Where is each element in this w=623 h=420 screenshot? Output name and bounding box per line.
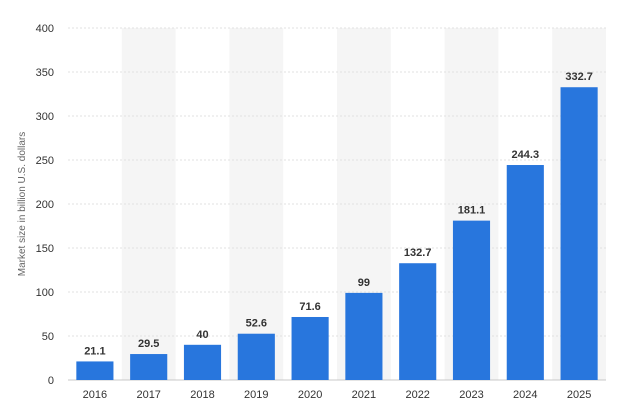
bars	[76, 87, 598, 380]
y-tick-label: 150	[36, 243, 54, 255]
data-label: 181.1	[458, 205, 486, 217]
y-tick-label: 400	[36, 23, 54, 35]
bar[interactable]	[506, 165, 544, 380]
data-labels: 21.1 29.5 40 52.6 71.6 99 132.7 181.1 244.3 332.7	[84, 71, 593, 357]
data-label: 71.6	[299, 301, 320, 313]
x-axis-ticks: 2016 2017 2018 2019 2020 2021 2022 2023 2024 2025	[83, 389, 592, 401]
data-label: 132.7	[404, 247, 432, 259]
y-tick-label: 100	[36, 287, 54, 299]
x-tick-label: 2016	[83, 389, 107, 401]
data-label: 52.6	[246, 318, 267, 330]
bar[interactable]	[76, 361, 114, 380]
x-tick-label: 2020	[298, 389, 322, 401]
bar[interactable]	[130, 354, 168, 380]
data-label: 21.1	[84, 345, 105, 357]
x-tick-label: 2022	[405, 389, 429, 401]
data-label: 29.5	[138, 338, 159, 350]
bar[interactable]	[560, 87, 598, 380]
x-tick-label: 2024	[513, 389, 537, 401]
data-label: 40	[196, 329, 208, 341]
bar[interactable]	[183, 344, 222, 380]
bar[interactable]	[237, 333, 275, 380]
x-tick-label: 2018	[190, 389, 214, 401]
x-tick-label: 2025	[567, 389, 591, 401]
y-tick-label: 200	[36, 199, 54, 211]
y-axis-ticks: 0 50 100 150 200 250 300 350 400	[36, 23, 54, 387]
y-tick-label: 350	[36, 67, 54, 79]
y-tick-label: 300	[36, 111, 54, 123]
bar[interactable]	[452, 220, 491, 380]
bar[interactable]	[345, 292, 383, 380]
y-axis-title: Market size in billion U.S. dollars	[17, 132, 28, 277]
y-tick-label: 250	[36, 155, 54, 167]
gridlines	[68, 27, 606, 381]
bar[interactable]	[291, 316, 329, 380]
bar[interactable]	[399, 263, 437, 380]
y-tick-label: 50	[42, 331, 54, 343]
y-tick-label: 0	[48, 375, 54, 387]
data-label: 99	[358, 277, 370, 289]
data-label: 332.7	[565, 71, 593, 83]
x-tick-label: 2021	[352, 389, 376, 401]
x-tick-label: 2023	[459, 389, 483, 401]
x-tick-label: 2019	[244, 389, 268, 401]
data-label: 244.3	[512, 149, 540, 161]
x-tick-label: 2017	[136, 389, 160, 401]
